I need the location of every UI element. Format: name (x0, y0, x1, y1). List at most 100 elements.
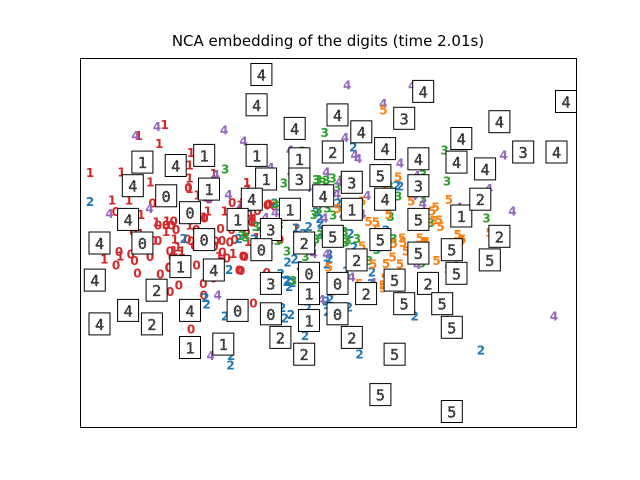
digit-point-0: 0 (200, 212, 208, 226)
digit-thumbnail-5: 5 (407, 207, 430, 231)
digit-point-3: 3 (427, 216, 435, 230)
digit-point-4: 4 (335, 176, 343, 190)
digit-point-4: 4 (239, 135, 247, 149)
thumbnail-frame (412, 79, 435, 103)
digit-point-0: 0 (146, 250, 154, 264)
thumbnail-frame (445, 150, 468, 174)
digit-thumbnail-4: 4 (326, 103, 349, 127)
thumbnail-digit: 2 (300, 346, 309, 364)
digit-point-2: 2 (225, 263, 233, 277)
digit-point-2: 2 (271, 197, 279, 211)
thumbnail-frame (340, 325, 363, 349)
digit-thumbnail-0: 0 (179, 201, 201, 225)
digit-point-3: 3 (419, 192, 427, 206)
digit-point-1: 1 (100, 253, 108, 267)
thumbnail-frame (212, 332, 235, 356)
digit-point-3: 3 (443, 175, 451, 189)
digit-thumbnail-4: 4 (88, 231, 111, 255)
digit-point-3: 3 (342, 236, 350, 250)
thumbnail-digit: 4 (381, 191, 390, 209)
digit-thumbnail-2: 2 (469, 187, 492, 211)
thumbnail-frame (393, 292, 416, 316)
digit-point-1: 1 (221, 204, 229, 218)
thumbnail-digit: 4 (95, 235, 104, 253)
digit-thumbnail-5: 5 (440, 315, 463, 339)
thumbnail-digit: 1 (185, 340, 194, 358)
digit-point-2: 2 (368, 266, 376, 280)
thumbnail-digit: 3 (266, 275, 275, 293)
digit-thumbnail-2: 2 (145, 278, 168, 302)
thumbnail-digit: 5 (447, 319, 456, 337)
thumbnail-digit: 2 (328, 144, 337, 162)
digit-thumbnail-0: 0 (298, 261, 320, 285)
digit-point-3: 3 (322, 173, 330, 187)
digit-point-2: 2 (315, 212, 323, 226)
digit-thumbnail-1: 1 (245, 143, 268, 167)
thumbnail-frame (383, 342, 406, 366)
thumbnail-frame (179, 336, 201, 359)
thumbnail-frame (164, 154, 187, 177)
digit-point-5: 5 (379, 282, 387, 296)
thumbnail-digit: 0 (185, 205, 194, 223)
thumbnail-frame (226, 207, 249, 231)
digit-point-4: 4 (153, 120, 161, 134)
thumbnail-frame (369, 164, 392, 188)
digit-point-2: 2 (317, 226, 325, 240)
digit-thumbnail-4: 4 (245, 93, 268, 117)
digit-point-3: 3 (441, 144, 449, 158)
thumbnail-digit: 1 (457, 208, 466, 226)
digit-point-0: 0 (187, 322, 195, 336)
digit-point-0: 0 (218, 234, 226, 248)
digit-thumbnail-5: 5 (369, 228, 392, 252)
digit-point-1: 1 (243, 176, 251, 190)
thumbnail-digit: 5 (438, 296, 447, 314)
digit-point-2: 2 (281, 312, 289, 326)
digit-point-0: 0 (216, 222, 224, 236)
thumbnail-frame (193, 228, 216, 252)
digit-point-5: 5 (372, 215, 380, 229)
thumbnail-digit: 4 (319, 188, 328, 206)
digit-point-2: 2 (278, 301, 286, 315)
digit-point-3: 3 (280, 177, 288, 191)
digit-thumbnail-2: 2 (321, 140, 344, 164)
digit-point-4: 4 (105, 207, 113, 221)
thumbnail-digit: 0 (266, 306, 275, 324)
digit-point-4: 4 (396, 157, 404, 171)
digit-thumbnail-5: 5 (440, 238, 463, 262)
thumbnail-digit: 4 (457, 131, 466, 149)
digit-point-1: 1 (146, 175, 154, 189)
thumbnail-digit: 4 (381, 141, 390, 159)
thumbnail-frame (321, 224, 344, 248)
digit-point-4: 4 (322, 247, 330, 261)
digit-point-2: 2 (283, 275, 291, 289)
digit-point-3: 3 (316, 228, 324, 242)
digit-point-0: 0 (148, 197, 156, 211)
thumbnail-digit: 4 (124, 211, 133, 229)
digit-thumbnail-2: 2 (293, 342, 316, 366)
digit-thumbnail-4: 4 (350, 120, 373, 144)
thumbnail-digit: 4 (257, 67, 266, 85)
digit-thumbnail-4: 4 (488, 110, 511, 134)
digit-point-4: 4 (508, 205, 516, 219)
digit-point-4: 4 (379, 97, 387, 111)
digit-thumbnail-0: 0 (259, 302, 282, 326)
thumbnail-digit: 5 (414, 211, 423, 229)
digit-point-4: 4 (207, 349, 215, 363)
thumbnail-frame (293, 231, 316, 255)
digit-point-4: 4 (145, 202, 153, 216)
thumbnail-digit: 5 (400, 296, 409, 314)
thumbnail-frame (202, 258, 225, 282)
thumbnail-frame (226, 298, 249, 322)
digit-thumbnail-4: 4 (283, 116, 306, 140)
digit-point-1: 1 (244, 235, 252, 249)
digit-thumbnail-1: 1 (288, 147, 311, 171)
thumbnail-digit: 4 (247, 191, 256, 209)
digit-thumbnail-4: 4 (240, 187, 263, 211)
digit-thumbnail-3: 3 (407, 174, 430, 198)
digit-point-0: 0 (166, 285, 174, 299)
thumbnail-digit: 0 (200, 232, 209, 250)
digit-point-5: 5 (429, 214, 437, 228)
digit-thumbnail-4: 4 (374, 137, 397, 161)
digit-thumbnail-4: 4 (545, 140, 568, 164)
digit-thumbnail-2: 2 (345, 248, 368, 272)
